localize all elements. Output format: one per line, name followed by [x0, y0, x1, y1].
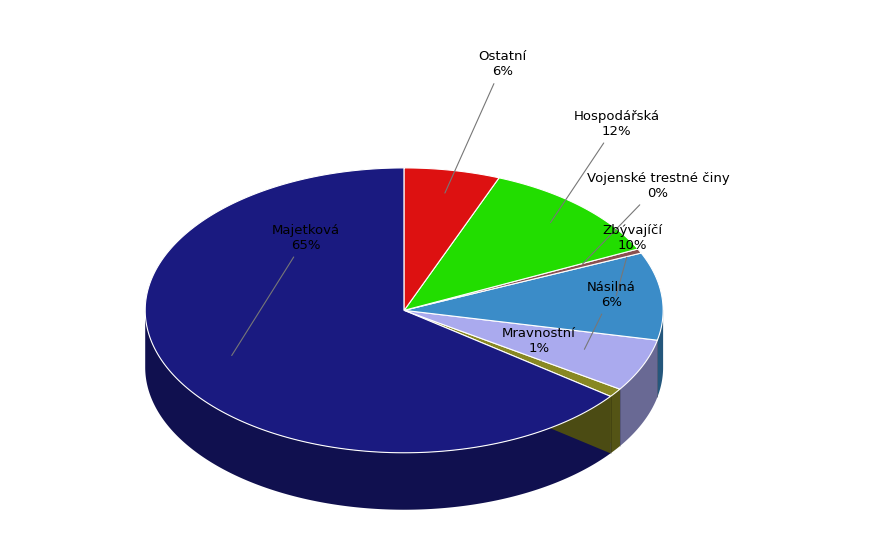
Polygon shape — [404, 249, 641, 311]
Polygon shape — [404, 311, 610, 453]
Polygon shape — [620, 340, 657, 446]
Text: Hospodářská
12%: Hospodářská 12% — [550, 110, 659, 223]
Polygon shape — [404, 311, 620, 396]
Polygon shape — [404, 311, 620, 446]
Text: Ostatní
6%: Ostatní 6% — [445, 50, 526, 193]
Polygon shape — [145, 168, 610, 453]
Polygon shape — [404, 311, 657, 397]
Polygon shape — [404, 311, 657, 397]
Polygon shape — [404, 168, 499, 311]
Text: Mravnostní
1%: Mravnostní 1% — [501, 327, 576, 361]
Polygon shape — [404, 253, 663, 340]
Polygon shape — [657, 310, 663, 397]
Text: Zbývajíčí
10%: Zbývajíčí 10% — [602, 224, 662, 296]
Polygon shape — [610, 389, 620, 453]
Polygon shape — [404, 178, 638, 311]
Text: Vojenské trestné činy
0%: Vojenské trestné činy 0% — [583, 172, 729, 264]
Text: Násilná
6%: Násilná 6% — [585, 281, 636, 349]
Polygon shape — [404, 311, 620, 446]
Polygon shape — [145, 311, 610, 510]
Text: Majetková
65%: Majetková 65% — [232, 224, 340, 356]
Polygon shape — [404, 311, 610, 453]
Polygon shape — [404, 311, 657, 389]
